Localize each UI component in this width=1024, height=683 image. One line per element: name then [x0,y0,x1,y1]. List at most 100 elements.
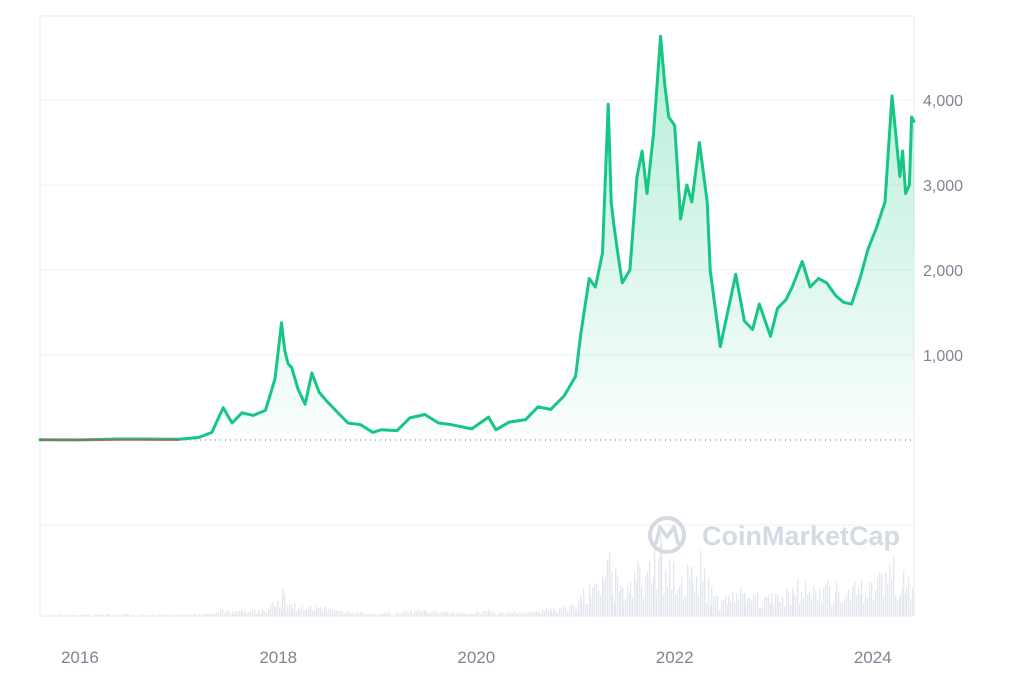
volume-bar [246,612,248,616]
volume-bar [681,575,683,616]
volume-bar [180,614,182,616]
volume-bar [900,594,902,616]
volume-bar [275,606,277,616]
volume-bar [158,614,160,616]
volume-bar [449,613,451,616]
volume-bar [691,566,693,616]
volume-bar [833,602,835,616]
volume-bar [382,613,384,616]
volume-bar [863,602,865,616]
volume-bar [561,607,563,616]
volume-bar [369,613,371,616]
volume-bar [425,609,427,616]
x-tick-label: 2024 [854,648,892,667]
volume-bar [241,609,243,616]
volume-bar [585,604,587,616]
volume-bar [388,612,390,616]
volume-bar [437,612,439,616]
volume-bar [464,613,466,616]
volume-bar [277,600,279,616]
volume-bar [142,614,144,616]
volume-bar [609,551,611,616]
volume-bar [301,606,303,616]
volume-bar [454,614,456,616]
volume-bar [242,612,244,616]
volume-bar [694,592,696,616]
volume-bar [478,612,480,616]
volume-bar [404,611,406,616]
volume-bar [873,599,875,616]
volume-bar [706,602,708,616]
volume-bar [381,613,383,616]
volume-bar [350,613,352,616]
volume-bar [206,613,208,616]
volume-bar [567,611,569,616]
volume-bar [727,605,729,616]
volume-bar [710,605,712,616]
volume-bar [377,614,379,616]
volume-bar [762,607,764,616]
volume-bar [881,574,883,616]
volume-bar [790,604,792,616]
volume-bar [371,614,373,616]
volume-bar [64,614,66,616]
volume-bar [587,604,589,616]
volume-bar [565,607,567,616]
volume-bar [636,581,638,616]
volume-bar [744,592,746,616]
volume-bar [348,611,350,616]
volume-bar [340,611,342,616]
volume-bar [875,590,877,616]
volume-bar [524,614,526,616]
volume-bar [777,595,779,616]
volume-bar [248,611,250,616]
volume-bar [94,614,96,616]
volume-bar [740,586,742,616]
volume-bar [208,614,210,616]
volume-bar [447,612,449,616]
volume-bar [493,612,495,616]
price-area [40,36,914,440]
volume-bar [877,577,879,616]
volume-bar [429,612,431,616]
volume-bar [495,614,497,616]
volume-bar [279,607,281,616]
volume-bar [254,609,256,616]
volume-bar [715,596,717,616]
volume-bar [126,613,128,616]
volume-bar [637,561,639,616]
x-tick-label: 2022 [656,648,694,667]
volume-bar [634,573,636,616]
volume-bar [233,613,235,616]
volume-bar [445,611,447,616]
volume-bar [665,569,667,616]
volume-bar [256,613,258,616]
volume-bar [902,586,904,616]
volume-bar [528,611,530,616]
volume-bar [827,580,829,616]
volume-bar [266,613,268,616]
volume-bar [581,601,583,616]
volume-bar [466,614,468,616]
volume-bar [172,614,174,616]
volume-bar [375,613,377,616]
volume-bar [176,614,178,616]
volume-bar [386,613,388,616]
volume-bar [306,609,308,616]
volume-bar [476,611,478,616]
volume-bar [854,581,856,616]
price-area-fill [40,36,914,440]
volume-bar [825,584,827,616]
volume-bar [122,614,124,616]
volume-bar [555,610,557,616]
volume-bar [132,614,134,616]
volume-bar [412,614,414,616]
volume-bar [489,611,491,616]
volume-bar [815,590,817,616]
watermark: CoinMarketCap [648,516,900,554]
volume-bar [583,589,585,616]
volume-bar [603,582,605,616]
volume-bar [770,602,772,616]
volume-bar [719,609,721,616]
volume-bar [571,604,573,616]
